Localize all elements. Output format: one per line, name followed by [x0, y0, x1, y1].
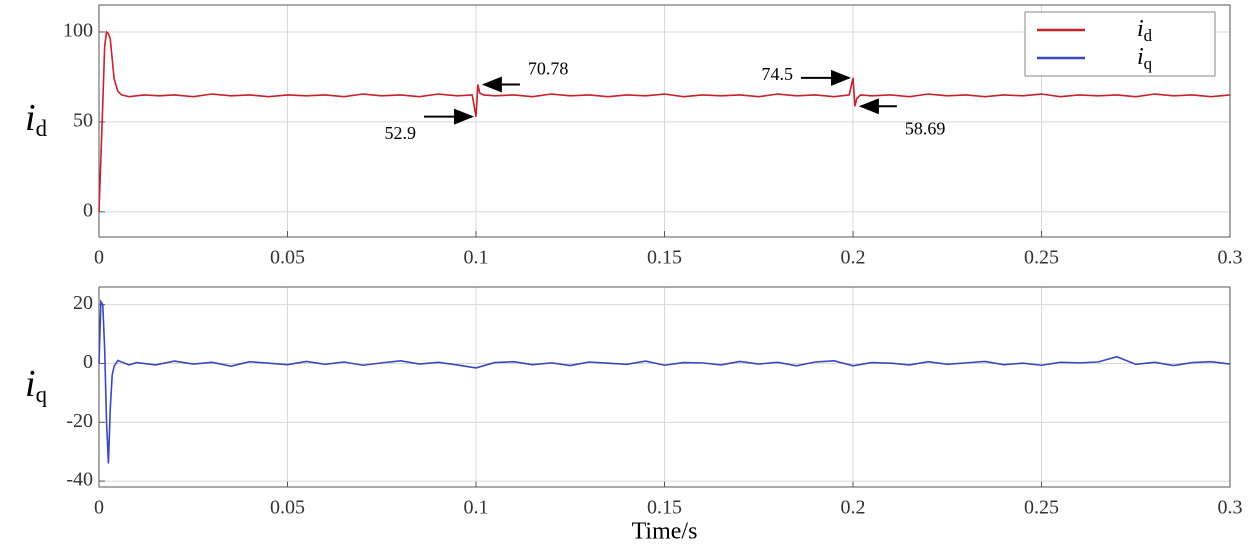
y-axis-label-text: i — [25, 97, 36, 139]
legend-label: iq — [1137, 44, 1153, 73]
annotation-label: 70.78 — [528, 59, 569, 79]
y-tick-label: 100 — [63, 20, 93, 42]
y-axis-label-sub: q — [36, 382, 47, 407]
x-tick-label: 0 — [94, 247, 104, 269]
x-tick-label: 0 — [94, 497, 104, 519]
x-tick-label: 0.05 — [270, 497, 305, 519]
legend-text: i — [1137, 16, 1144, 42]
legend-label: id — [1137, 16, 1153, 45]
y-tick-label: -20 — [66, 410, 93, 432]
x-tick-label: 0.15 — [647, 247, 682, 269]
annotation-label: 58.69 — [905, 118, 946, 138]
legend-text: i — [1137, 44, 1144, 70]
data-line — [98, 30, 1231, 212]
y-axis-label-sub: d — [36, 116, 48, 141]
y-axis-label: id — [25, 97, 48, 142]
x-tick-label: 0.2 — [841, 497, 866, 519]
x-tick-label: 0.2 — [841, 247, 866, 269]
y-tick-label: 0 — [83, 199, 93, 221]
x-tick-label: 0.05 — [270, 247, 305, 269]
legend-sub: q — [1144, 54, 1153, 73]
legend-box — [1024, 11, 1216, 77]
plot-frame — [98, 286, 1231, 488]
data-line — [98, 299, 1231, 464]
x-axis-label: Time/s — [632, 519, 698, 545]
x-tick-label: 0.1 — [464, 497, 489, 519]
x-tick-label: 0.3 — [1218, 497, 1243, 519]
x-tick-label: 0.25 — [1024, 247, 1059, 269]
y-axis-label-text: i — [25, 363, 36, 405]
annotation-label: 52.9 — [385, 123, 417, 143]
legend-sub: d — [1144, 26, 1153, 45]
y-tick-label: 20 — [73, 292, 93, 314]
y-tick-label: 50 — [73, 109, 93, 131]
y-axis-label: iq — [25, 363, 47, 408]
y-tick-label: 0 — [83, 351, 93, 373]
y-tick-label: -40 — [66, 469, 93, 491]
x-tick-label: 0.3 — [1218, 247, 1243, 269]
x-tick-label: 0.1 — [464, 247, 489, 269]
x-tick-label: 0.25 — [1024, 497, 1059, 519]
annotation-label: 74.5 — [762, 64, 794, 84]
plot-frame — [98, 4, 1231, 238]
x-tick-label: 0.15 — [647, 497, 682, 519]
